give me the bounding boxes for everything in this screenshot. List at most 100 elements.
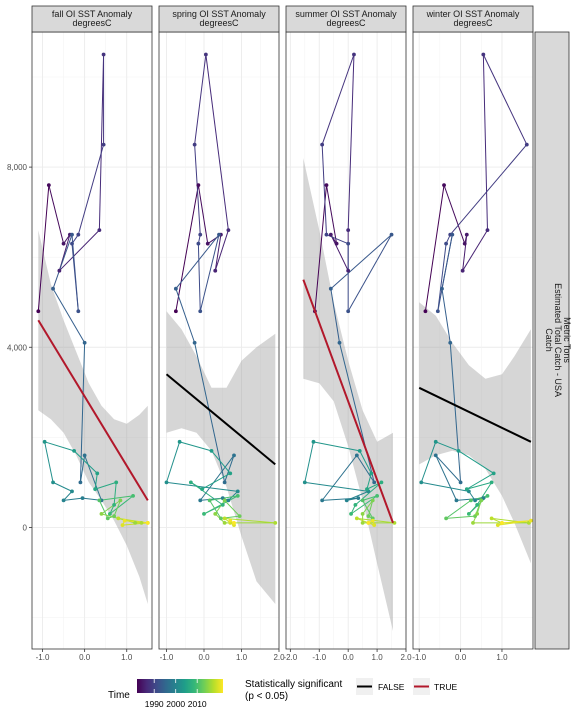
right-strip-label-1: Catch xyxy=(544,328,554,352)
data-point xyxy=(357,448,362,453)
time-path-segment xyxy=(190,481,224,506)
x-tick-label: -2.0 xyxy=(283,653,297,662)
time-path-segment xyxy=(214,230,229,271)
data-point xyxy=(485,493,490,498)
data-point xyxy=(145,520,150,525)
data-point xyxy=(473,498,477,503)
data-point xyxy=(344,498,349,503)
trend-line xyxy=(165,373,276,466)
data-point xyxy=(51,286,55,291)
x-tick-label: 1.0 xyxy=(496,653,508,662)
data-point xyxy=(433,439,438,444)
data-point xyxy=(72,448,77,453)
time-path-segment xyxy=(313,441,360,452)
time-path-segment xyxy=(330,234,392,290)
time-path-segment xyxy=(94,473,98,490)
time-path-segment xyxy=(166,481,238,492)
time-path-segment xyxy=(59,229,100,272)
time-path-segment xyxy=(101,499,121,515)
data-point xyxy=(475,502,480,507)
data-point xyxy=(198,232,203,237)
confidence-ribbon xyxy=(303,158,393,631)
data-point xyxy=(46,183,51,188)
data-point xyxy=(353,502,358,507)
data-point xyxy=(346,268,351,273)
data-point xyxy=(375,493,379,498)
time-path-segment xyxy=(330,288,340,343)
data-point xyxy=(433,453,438,458)
data-point xyxy=(235,493,240,498)
data-point xyxy=(366,520,371,525)
time-path-segment xyxy=(321,54,355,145)
data-point xyxy=(133,520,138,525)
right-strip: Catch Estimated Total Catch - USA Metric… xyxy=(534,31,572,650)
data-point xyxy=(80,496,85,501)
data-point xyxy=(369,471,374,476)
colorbar-tick-label: 2010 xyxy=(188,699,207,709)
data-point xyxy=(213,268,218,273)
time-path-segment xyxy=(44,441,75,452)
data-point xyxy=(444,516,449,521)
time-path-segment xyxy=(362,500,374,515)
data-point xyxy=(207,498,212,503)
data-point xyxy=(177,439,182,444)
data-point xyxy=(164,480,169,485)
panel-data xyxy=(418,52,533,564)
data-point xyxy=(489,480,494,485)
time-path-segment xyxy=(367,500,374,517)
facet-strip-label: degreesC xyxy=(72,18,112,28)
panel-background xyxy=(286,32,406,649)
time-path-segment xyxy=(482,54,488,231)
data-point xyxy=(346,228,351,233)
time-path-segment xyxy=(179,441,212,452)
time-path-segment xyxy=(435,455,457,501)
time-path-segment xyxy=(63,497,83,501)
data-point xyxy=(42,439,47,444)
data-point xyxy=(495,523,500,528)
time-path-segment xyxy=(209,500,222,519)
facet-strip xyxy=(158,5,280,33)
data-point xyxy=(173,286,178,291)
colorbar-tick-label: 2000 xyxy=(166,699,185,709)
x-tick-label: 1.0 xyxy=(236,653,248,662)
data-point xyxy=(324,232,329,237)
facet-strip-label: degreesC xyxy=(199,18,239,28)
data-point xyxy=(120,523,125,528)
x-tick-label: 0.0 xyxy=(79,653,91,662)
time-path-segment xyxy=(52,481,73,492)
data-point xyxy=(346,241,351,246)
data-point xyxy=(101,52,106,57)
time-path-segment xyxy=(77,144,105,235)
time-path-segment xyxy=(356,517,395,524)
time-path-segment xyxy=(347,54,355,231)
time-path-segment xyxy=(421,481,469,492)
data-point xyxy=(442,183,446,188)
true-legend-label: TRUE xyxy=(434,682,457,692)
data-point xyxy=(107,511,112,516)
data-point xyxy=(228,518,233,523)
time-path-segment xyxy=(501,520,531,524)
time-path-segment xyxy=(347,234,392,312)
data-point xyxy=(311,439,316,444)
time-path-segment xyxy=(359,450,372,474)
data-point xyxy=(462,241,467,246)
data-point xyxy=(112,502,117,507)
data-point xyxy=(78,480,83,485)
data-point xyxy=(354,453,359,458)
x-tick-label: -1.0 xyxy=(160,653,174,662)
data-point xyxy=(226,228,231,233)
data-point xyxy=(469,498,473,503)
time-path-segment xyxy=(458,450,494,474)
data-point xyxy=(360,511,365,516)
data-point xyxy=(365,487,369,492)
data-point xyxy=(328,286,333,291)
false-legend-label: FALSE xyxy=(378,682,405,692)
data-point xyxy=(349,511,353,516)
facet-strip xyxy=(412,5,534,33)
time-path-segment xyxy=(482,54,528,145)
data-point xyxy=(524,142,529,147)
data-point xyxy=(36,309,41,314)
data-point xyxy=(222,520,227,525)
time-path-segment xyxy=(356,455,375,483)
time-path-segment xyxy=(424,185,445,312)
